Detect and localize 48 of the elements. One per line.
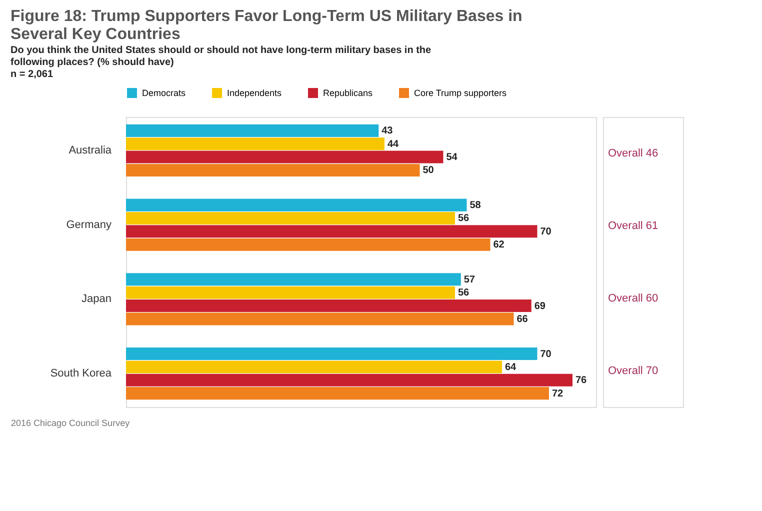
- data-label: 62: [493, 240, 505, 251]
- data-label: 70: [540, 348, 552, 360]
- data-label: 56: [458, 288, 470, 299]
- data-label: 50: [422, 165, 434, 176]
- text: n = 2,061: [10, 69, 54, 80]
- bar: [126, 273, 461, 286]
- data-label: 76: [576, 375, 588, 386]
- bar: [126, 286, 455, 299]
- data-label: 44: [388, 138, 400, 150]
- data-label: 69: [534, 300, 546, 312]
- bar: [126, 225, 538, 238]
- text: Overall 46: [608, 147, 658, 160]
- y-tick-label: Australia: [68, 144, 112, 156]
- text: Overall 60: [608, 292, 658, 304]
- data-label: 58: [470, 200, 482, 212]
- data-label: 43: [382, 126, 394, 137]
- legend-label: Independents: [227, 88, 282, 98]
- text: 2016 Chicago Council Survey: [11, 418, 130, 428]
- bar: [126, 312, 514, 326]
- legend-label: Core Trump supporters: [414, 88, 508, 98]
- bar: [126, 300, 532, 312]
- data-label: 72: [552, 388, 564, 400]
- chart-subtitle: Do you think the United States should or should not have long-term military bases in the following places? (% should have): [10, 45, 432, 68]
- data-label: 66: [516, 314, 528, 325]
- bar: [126, 150, 444, 164]
- data-label: 54: [446, 152, 458, 164]
- text: Overall 61: [608, 220, 658, 232]
- bar: [126, 374, 572, 386]
- data-label: 64: [505, 362, 517, 373]
- bar: [126, 124, 379, 137]
- y-tick-label: Japan: [82, 293, 112, 306]
- legend-label: Democrats: [142, 88, 186, 98]
- data-label: 57: [464, 274, 476, 286]
- text: Overall 70: [608, 364, 658, 377]
- bar: [126, 212, 455, 224]
- data-label: 70: [540, 226, 552, 238]
- bar: [126, 387, 549, 400]
- legend-label: Republicans: [323, 88, 374, 98]
- bar: [126, 164, 420, 176]
- y-tick-label: South Korea: [50, 368, 112, 380]
- bar: [126, 238, 490, 251]
- data-label: 56: [458, 213, 470, 224]
- bar: [126, 198, 467, 212]
- y-tick-label: Germany: [66, 218, 112, 231]
- bar: [126, 360, 502, 374]
- bar: [126, 138, 384, 150]
- bar: [126, 348, 538, 360]
- chart-title: Figure 18: Trump Supporters Favor Long-Term US Military Bases in Several Key Countries: [10, 8, 522, 43]
